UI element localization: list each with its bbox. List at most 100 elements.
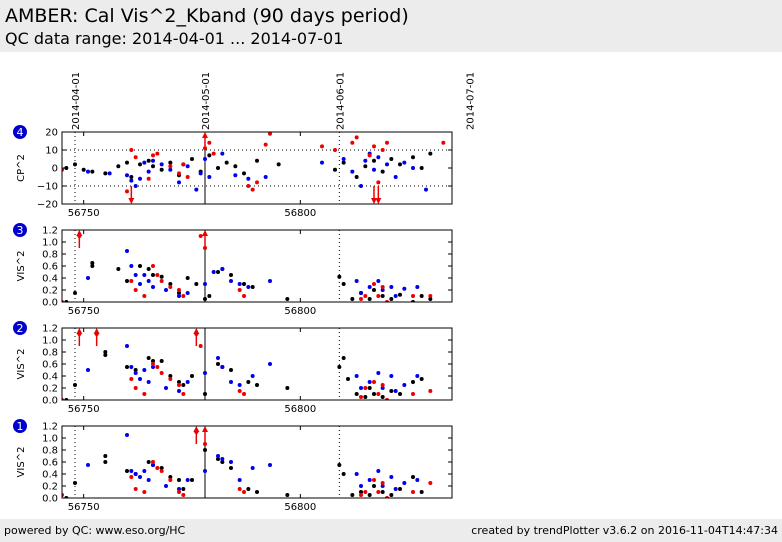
point-blue	[129, 264, 134, 268]
point-red	[385, 140, 389, 145]
point-red	[363, 386, 368, 390]
point-black	[90, 261, 95, 265]
page-header: AMBER: Cal Vis^2_Kband (90 days period) …	[0, 0, 782, 52]
point-blue	[151, 158, 155, 163]
point-black	[168, 374, 173, 378]
x-tick-label: 56800	[284, 404, 316, 415]
point-black	[125, 365, 129, 369]
point-blue	[203, 282, 207, 286]
y-tick-label: 0.8	[42, 250, 58, 261]
point-blue	[393, 294, 398, 298]
y-tick-label: 0.6	[42, 262, 58, 273]
point-red	[255, 180, 259, 185]
point-black	[229, 368, 233, 372]
point-blue	[203, 469, 207, 473]
point-black	[372, 288, 376, 292]
point-blue	[142, 368, 147, 372]
point-red	[129, 475, 134, 479]
point-black	[363, 395, 368, 399]
point-black	[73, 162, 77, 167]
point-black	[177, 380, 181, 384]
x-tick-label: 56750	[68, 208, 100, 219]
point-red	[411, 294, 415, 298]
point-blue	[372, 167, 376, 172]
point-blue	[402, 160, 407, 165]
point-blue	[177, 180, 181, 185]
x-tick-label: 56800	[284, 502, 316, 513]
y-tick-label: 1.0	[42, 434, 58, 445]
panel-frame	[61, 131, 453, 205]
point-red	[376, 294, 381, 298]
point-black	[242, 171, 246, 176]
point-red	[146, 176, 151, 181]
point-red	[177, 490, 181, 494]
point-blue	[138, 282, 142, 286]
point-red	[268, 132, 272, 136]
point-blue	[385, 162, 389, 167]
point-red	[133, 155, 138, 160]
point-blue	[380, 386, 385, 390]
point-blue	[194, 187, 199, 192]
point-blue	[220, 365, 225, 369]
point-red	[129, 377, 134, 381]
point-black	[216, 270, 220, 274]
arrow-up-head	[76, 230, 83, 236]
point-black	[233, 164, 238, 169]
point-black	[168, 475, 173, 479]
y-tick-label: 0.4	[42, 372, 58, 383]
point-black	[133, 368, 138, 372]
y-tick-label: 0	[52, 164, 58, 175]
data-points	[62, 132, 446, 194]
point-black	[151, 273, 155, 277]
point-blue	[203, 157, 207, 161]
point-red	[151, 153, 155, 158]
y-tick-label: 0.0	[42, 396, 58, 407]
point-black	[146, 158, 151, 163]
point-black	[203, 297, 207, 301]
point-black	[103, 460, 108, 464]
panel-badge	[13, 223, 27, 237]
point-black	[181, 383, 186, 387]
point-blue	[354, 472, 359, 476]
point-blue	[151, 285, 155, 289]
point-blue	[393, 389, 398, 393]
point-red	[250, 187, 255, 192]
point-blue	[233, 173, 238, 178]
point-blue	[268, 279, 272, 283]
point-black	[73, 383, 77, 387]
point-blue	[250, 374, 255, 378]
point-red	[380, 383, 385, 387]
point-blue	[389, 374, 394, 378]
point-black	[220, 460, 225, 464]
point-black	[216, 166, 220, 170]
point-red	[380, 148, 385, 152]
point-red	[263, 142, 268, 147]
point-red	[363, 490, 368, 494]
point-blue	[411, 166, 415, 170]
point-blue	[146, 279, 151, 283]
point-black	[159, 466, 164, 470]
y-axis-label: CP^2	[16, 154, 27, 182]
point-black	[380, 294, 385, 298]
point-red	[168, 285, 173, 289]
point-red	[372, 380, 376, 384]
point-blue	[237, 383, 242, 387]
point-black	[276, 162, 281, 167]
point-black	[250, 285, 255, 289]
point-red	[181, 294, 186, 298]
point-blue	[151, 365, 155, 369]
page-title: AMBER: Cal Vis^2_Kband (90 days period)	[5, 5, 409, 27]
point-blue	[359, 386, 363, 390]
y-tick-label: 1.2	[42, 324, 58, 335]
point-red	[129, 148, 134, 152]
point-black	[380, 395, 385, 399]
point-black	[333, 167, 337, 172]
point-black	[350, 297, 355, 301]
point-black	[103, 350, 108, 354]
panel-frame	[61, 229, 453, 303]
point-black	[398, 292, 402, 297]
arrow-up-head	[202, 230, 208, 236]
point-red	[380, 285, 385, 289]
point-red	[155, 365, 160, 369]
point-blue	[177, 389, 181, 393]
